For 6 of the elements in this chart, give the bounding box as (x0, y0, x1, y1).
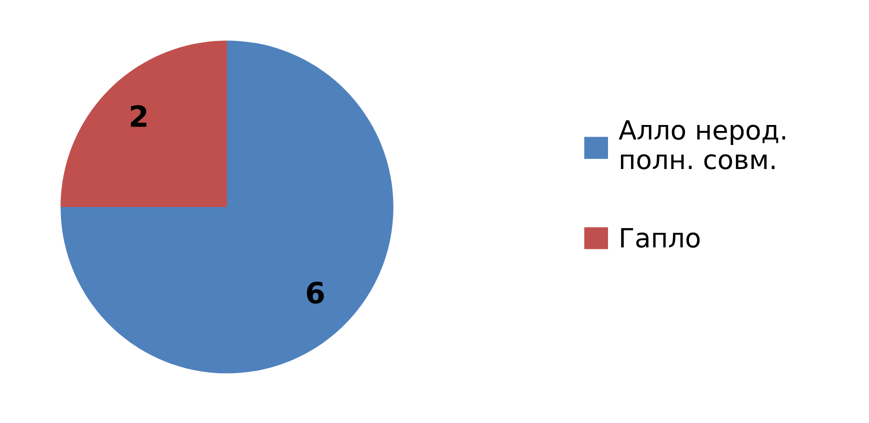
pie-slice (60, 40, 227, 207)
legend-label: Гапло (621, 228, 700, 248)
data-label: 2 (130, 105, 146, 127)
legend-label: Алло нерод. полн. совм. (618, 120, 786, 170)
data-label: 6 (306, 282, 324, 304)
pie-slice (60, 40, 394, 374)
